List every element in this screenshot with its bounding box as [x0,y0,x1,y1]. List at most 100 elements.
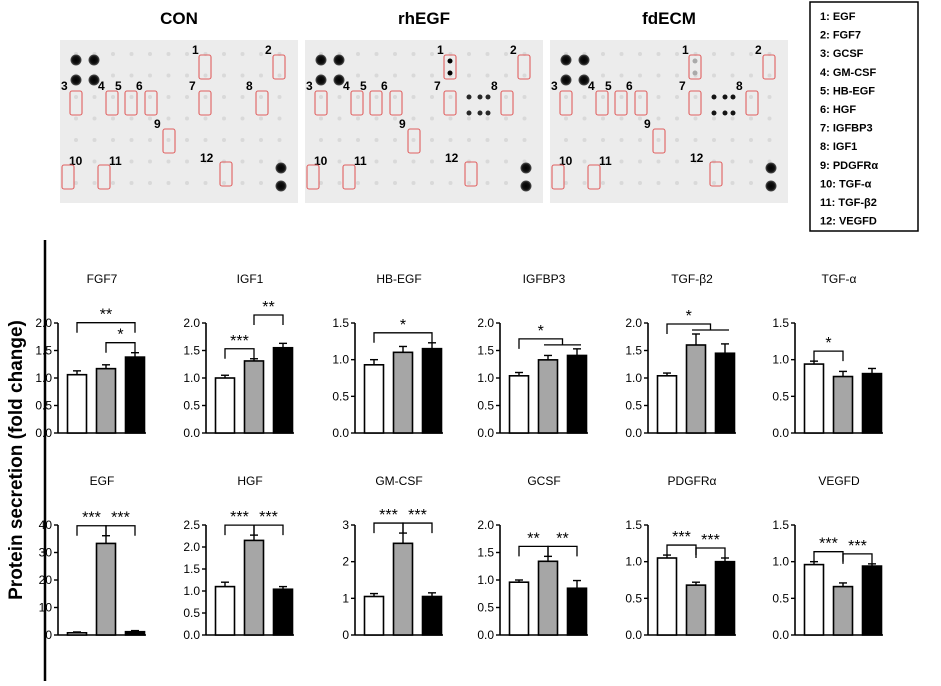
y-tick-label: 1.5 [625,344,642,358]
spot-highlight-box [314,90,328,116]
faint-spot [582,116,587,121]
bar-fdECM [124,356,146,434]
significance-bracket [253,314,284,325]
faint-spot [504,73,508,78]
faint-spot [74,116,78,121]
reference-spot [275,162,287,174]
spot-highlight-box [342,164,356,190]
legend-item: 10: TGF-α [820,178,872,190]
faint-spot [601,73,605,78]
y-tick-label: 1.0 [477,371,494,385]
faint-spot [693,181,698,185]
faint-spot [74,95,78,99]
faint-spot [240,181,245,185]
reference-spot [88,54,100,66]
faint-spot [92,159,97,164]
faint-spot [148,116,152,121]
faint-spot [222,52,226,56]
faint-spot [749,138,753,142]
faint-spot [712,52,716,56]
faint-spot [564,159,568,164]
faint-spot [656,95,661,99]
spot-highlight-box [443,54,457,80]
faint-spot [730,73,735,78]
spot-highlight-box [105,90,119,116]
y-tick-label: 40 [39,518,53,532]
y-tick-label: 0.5 [477,601,494,615]
faint-spot [111,116,115,121]
spot-highlight-box [407,128,421,154]
spot-label: 8 [246,79,253,93]
spot-highlight-box [219,161,233,187]
spot-highlight-box [595,90,609,116]
faint-spot [185,73,189,78]
y-tick-label: 1.5 [183,562,200,576]
analyte-spot [730,94,736,100]
faint-spot [619,138,624,142]
bar-CON [363,363,385,434]
significance-bracket [105,525,136,536]
faint-spot [693,116,698,121]
chart-title: TGF-α [822,272,857,286]
spot-label: 9 [399,117,406,131]
spot-highlight-box [443,90,457,116]
y-tick-label: 1.0 [625,555,642,569]
faint-spot [111,159,115,164]
faint-spot [619,116,624,121]
bar-CON [656,557,678,636]
y-tick-label: 2.0 [183,316,200,330]
analyte-spot [447,58,453,64]
reference-spot [315,74,327,86]
bar-rhEGF [392,351,414,434]
bar-CON [803,363,825,434]
significance-bracket [813,350,844,362]
spot-highlight-box [162,128,176,154]
analyte-spot [477,94,483,100]
reference-spot [70,54,82,66]
faint-spot [749,52,753,56]
reference-spot [520,180,532,192]
spot-highlight-box [61,164,75,190]
spot-highlight-box [198,54,212,80]
significance-label: ** [556,530,568,547]
faint-spot [185,52,189,56]
bar-CON [803,563,825,636]
faint-spot [430,116,434,121]
faint-spot [582,181,587,185]
faint-spot [411,159,416,164]
faint-spot [259,138,263,142]
legend-item: 6: HGF [820,104,856,116]
significance-bracket [666,323,712,334]
faint-spot [448,138,453,142]
faint-spot [467,116,471,121]
y-tick-label: 1.5 [35,344,52,358]
faint-spot [92,95,97,99]
faint-spot [485,138,490,142]
faint-spot [393,116,397,121]
faint-spot [767,95,772,99]
faint-spot [185,95,189,99]
spot-highlight-box [124,90,138,116]
y-tick-label: 2 [342,555,349,569]
spot-label: 10 [69,154,83,168]
analyte-spot [485,110,491,116]
faint-spot [582,95,587,99]
legend-item: 3: GCSF [820,48,864,60]
faint-spot [430,95,434,99]
y-tick-label: 0.0 [772,426,789,440]
spot-highlight-box [350,90,364,116]
chart-EGF: EGF 0 10 20 30 40 *** *** [39,474,146,642]
faint-spot [129,52,134,56]
faint-spot [240,52,245,56]
faint-spot [259,116,263,121]
spot-label: 2 [755,43,762,57]
faint-spot [356,52,360,56]
y-tick-label: 0.0 [183,426,200,440]
significance-label: *** [259,509,278,526]
faint-spot [656,116,661,121]
significance-label: ** [527,530,539,547]
spot-highlight-box [587,164,601,190]
legend-item: 1: EGF [820,11,856,23]
